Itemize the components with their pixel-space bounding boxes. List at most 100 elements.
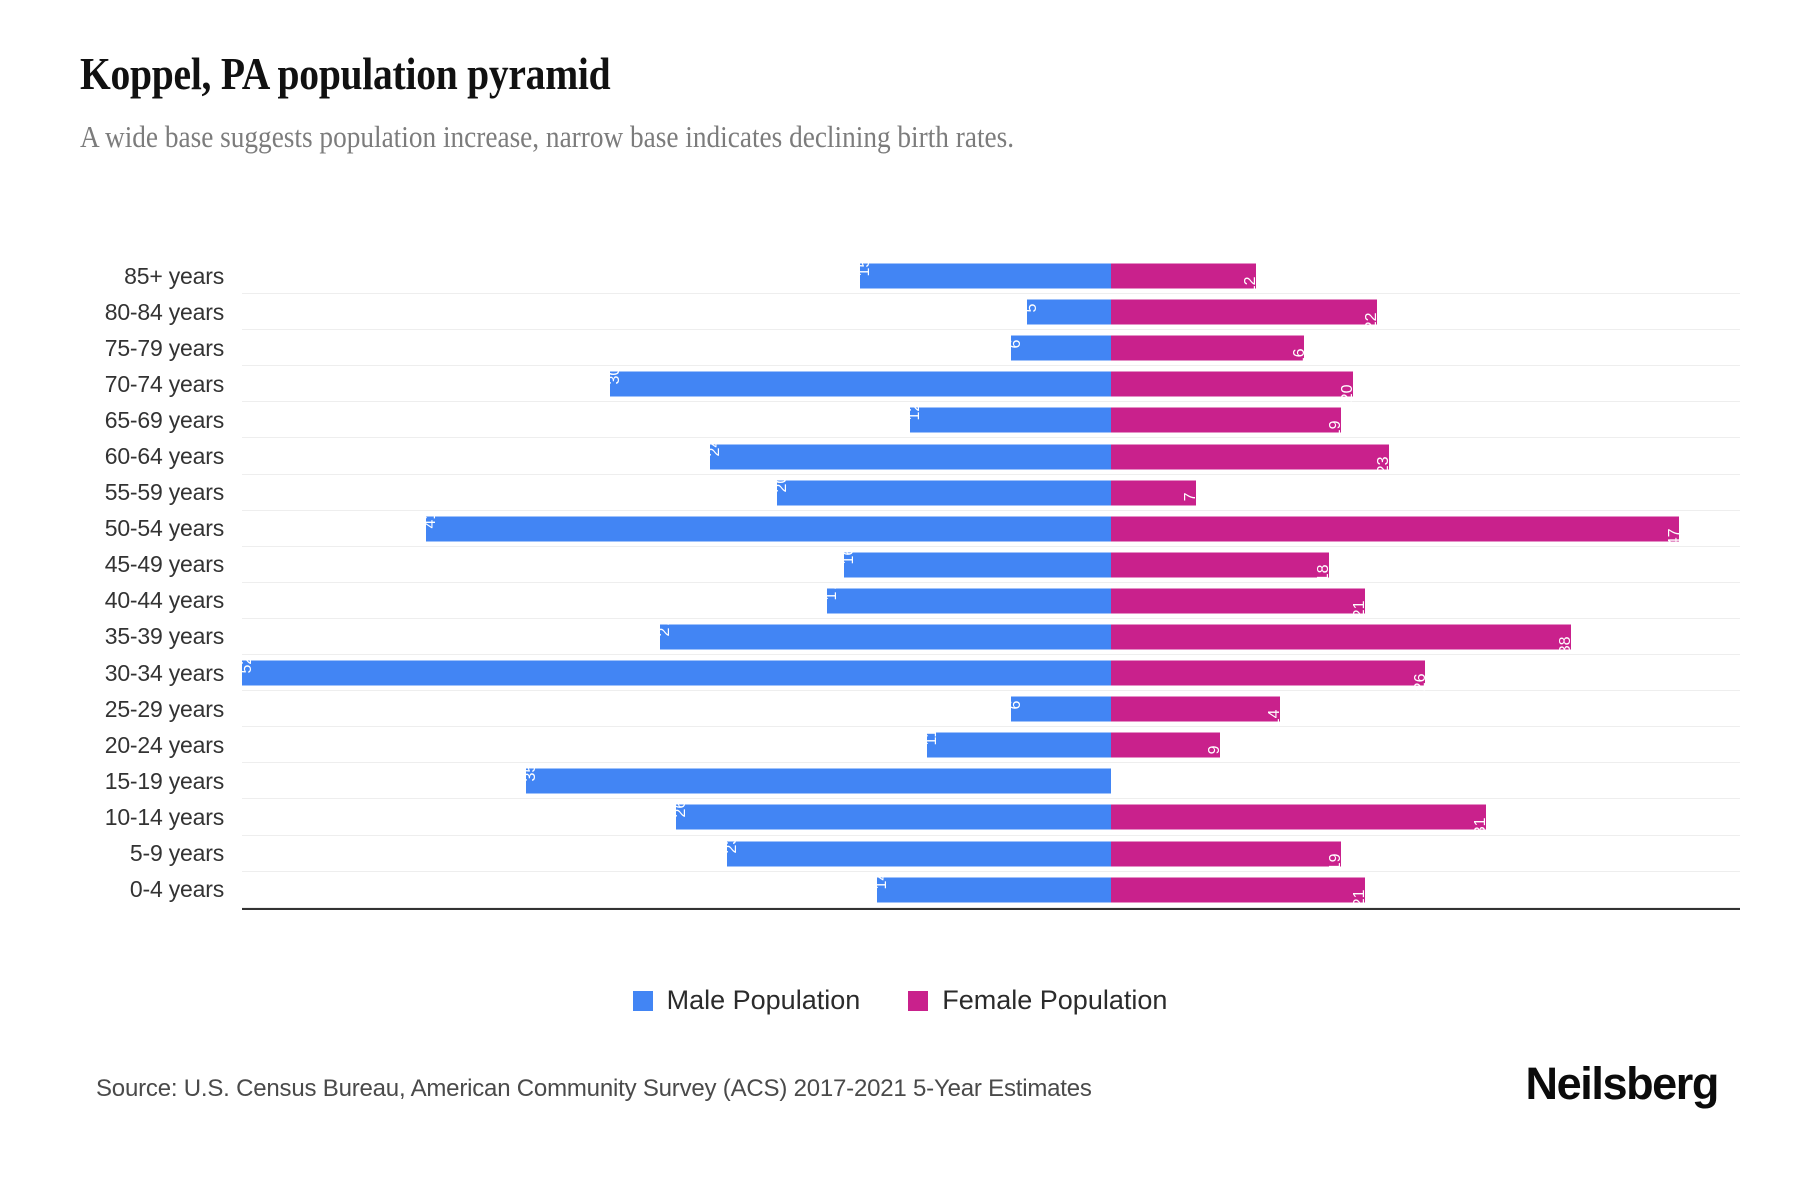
bar-female[interactable]: 19 [1110,841,1344,871]
age-group-label: 30-34 years [104,659,224,686]
pyramid-row: 30-34 years 52 26 [80,655,1740,692]
age-group-label: 35-39 years [104,623,224,650]
bar-value-female: 14 [1266,709,1284,727]
row-bars: 14 21 [242,872,1740,908]
gridline [242,473,1740,475]
row-bars: 30 20 [242,366,1740,403]
bar-female[interactable]: 31 [1110,804,1489,835]
bar-female[interactable]: 38 [1110,624,1574,655]
row-track: 14 21 [242,872,1740,908]
bar-male[interactable]: 5 [1023,299,1111,325]
bar-value-male: 17 [822,583,840,601]
gridline [242,437,1740,439]
pyramid-row: 40-44 years 17 21 [80,583,1740,619]
age-group-label: 85+ years [124,262,224,289]
pyramid-row: 65-69 years 12 19 [80,402,1740,439]
row-bars: 12 19 [242,402,1740,439]
bar-male[interactable]: 6 [1006,696,1111,722]
bar-value-male: 14 [872,871,890,890]
bar-female[interactable]: 19 [1110,407,1344,438]
row-bars: 41 47 [242,511,1740,547]
bar-female[interactable]: 22 [1110,299,1380,330]
bar-male[interactable]: 23 [723,836,1111,867]
bar-male[interactable]: 24 [706,439,1111,470]
bar-value-male: 16 [839,547,857,565]
row-track: 26 31 [242,799,1740,836]
bar-male[interactable]: 30 [606,367,1111,397]
gridline [242,870,1740,872]
bar-value-male: 30 [605,366,623,385]
bar-female[interactable]: 47 [1110,516,1682,547]
gridline [242,690,1740,692]
gridline [242,762,1740,764]
row-track: 35 [242,763,1740,800]
bar-male[interactable]: 6 [1006,335,1111,361]
bar-female[interactable]: 12 [1110,263,1259,294]
bar-value-male: 12 [906,402,924,421]
row-track: 12 19 [242,402,1740,439]
bar-female[interactable]: 20 [1110,371,1356,402]
bar-value-male: 23 [722,835,740,854]
legend-swatch-female-icon [908,990,929,1011]
bar-value-female: 47 [1665,528,1683,547]
bar-female[interactable]: 9 [1110,732,1223,758]
pyramid-row: 25-29 years 6 14 [80,691,1740,728]
bar-female[interactable]: 7 [1110,480,1199,506]
bar-female[interactable]: 18 [1110,552,1332,583]
bar-female[interactable]: 26 [1110,660,1428,691]
bar-female[interactable]: 14 [1110,696,1283,727]
bar-female[interactable]: 16 [1110,335,1307,366]
bar-male[interactable]: 26 [672,800,1111,830]
row-bars: 15 12 [242,258,1740,294]
gridline [242,365,1740,367]
age-group-label: 0-4 years [129,876,224,903]
bar-female[interactable]: 21 [1110,877,1368,907]
gridline [242,401,1740,403]
row-track: 6 14 [242,691,1740,728]
legend-item-female[interactable]: Female Population [908,985,1167,1016]
bar-value-male: 6 [1006,339,1024,349]
gridline [242,293,1740,295]
pyramid-row: 55-59 years 20 7 [80,475,1740,511]
bar-female[interactable]: 21 [1110,588,1368,619]
legend-swatch-male-icon [632,990,653,1011]
gridline [242,834,1740,836]
row-bars: 24 23 [242,438,1740,475]
row-bars: 6 14 [242,691,1740,727]
chart-legend: Male Population Female Population [0,985,1800,1016]
row-track: 16 18 [242,547,1740,583]
bar-value-female: 38 [1556,636,1574,655]
bar-male[interactable]: 16 [840,547,1111,578]
bar-value-male: 6 [1006,700,1024,710]
age-group-label: 50-54 years [104,515,224,542]
bar-male[interactable]: 14 [873,872,1111,903]
age-group-label: 45-49 years [104,551,224,578]
row-track: 27 38 [242,619,1740,656]
age-group-label: 15-19 years [104,767,224,794]
bar-male[interactable]: 41 [422,511,1111,542]
row-bars: 23 19 [242,836,1740,872]
bar-male[interactable]: 17 [823,583,1111,614]
bar-male[interactable]: 27 [656,619,1111,650]
bar-male[interactable]: 20 [773,475,1111,506]
bar-male[interactable]: 52 [238,655,1111,686]
gridline [242,617,1740,619]
bar-male[interactable]: 15 [856,258,1111,289]
row-track: 20 7 [242,475,1740,511]
row-bars: 20 7 [242,475,1740,511]
legend-label-female: Female Population [942,985,1168,1015]
row-track: 52 26 [238,655,1740,692]
row-track: 23 19 [242,836,1740,872]
bar-value-female: 31 [1471,817,1489,836]
gridline [242,726,1740,728]
row-bars: 35 [242,763,1740,799]
pyramid-row: 60-64 years 24 23 [80,438,1740,475]
bar-male[interactable]: 12 [906,403,1111,433]
legend-item-male[interactable]: Male Population [632,985,860,1016]
bar-value-male: 24 [705,438,723,457]
bar-value-female: 23 [1375,456,1393,475]
bar-male[interactable]: 35 [522,764,1111,794]
bar-male[interactable]: 11 [923,729,1111,758]
row-bars: 5 22 [242,294,1740,330]
bar-female[interactable]: 23 [1110,444,1392,474]
